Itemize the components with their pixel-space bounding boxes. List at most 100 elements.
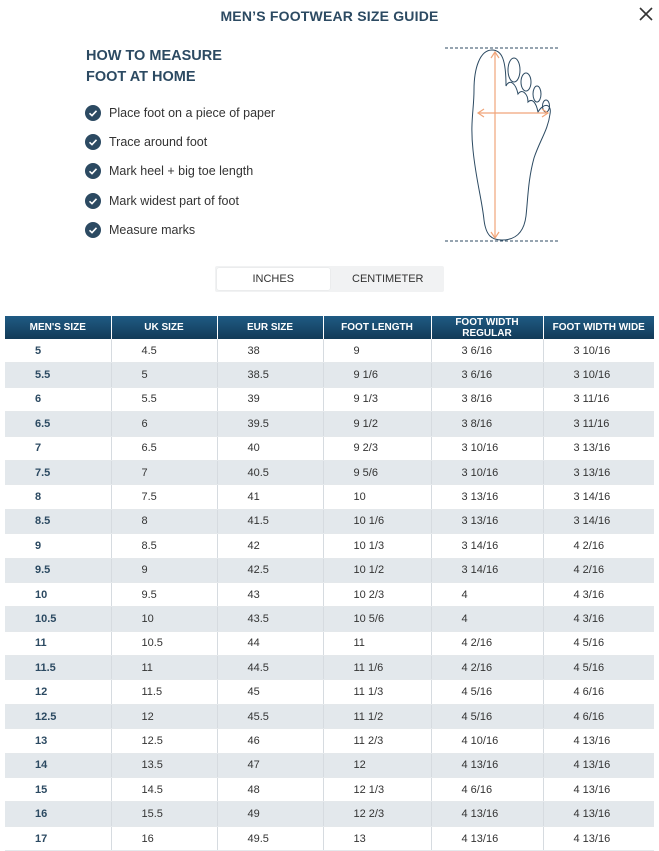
table-cell: 9.5 [111,582,218,608]
table-cell: 3 13/16 [543,436,654,461]
table-cell: 40 [217,436,324,461]
close-icon [639,7,653,21]
table-cell: 4 6/16 [543,704,654,730]
mens-size-cell: 6.5 [5,411,112,437]
table-cell: 4 2/16 [431,655,544,681]
table-cell: 3 14/16 [543,484,654,510]
mens-size-cell: 8 [5,484,112,510]
column-header: FOOT WIDTH REGULAR [431,316,544,339]
table-cell: 4 6/16 [543,679,654,705]
table-row: 8 7.5 41 10 3 13/16 3 14/16 [5,484,654,510]
table-cell: 9 1/6 [323,362,432,388]
table-cell: 38 [217,339,324,364]
table-row: 8.5 8 41.5 10 1/6 3 13/16 3 14/16 [5,509,654,535]
mens-size-cell: 13 [5,728,112,754]
table-cell: 12 2/3 [323,801,432,827]
check-circle-icon [85,163,101,180]
table-cell: 4 13/16 [543,777,654,803]
table-cell: 4 5/16 [431,679,544,705]
table-row: 9.5 9 42.5 10 1/2 3 14/16 4 2/16 [5,558,654,583]
table-cell: 49.5 [217,826,324,851]
table-cell: 3 6/16 [431,339,544,364]
table-row: 15 14.5 48 12 1/3 4 6/16 4 13/16 [5,777,654,803]
table-cell: 11 [111,655,218,681]
table-row: 11.5 11 44.5 11 1/6 4 2/16 4 5/16 [5,655,654,681]
table-cell: 39 [217,387,324,413]
table-cell: 8 [111,509,218,535]
table-cell: 4.5 [111,339,218,364]
table-cell: 5.5 [111,387,218,413]
table-cell: 44.5 [217,655,324,681]
table-cell: 45.5 [217,704,324,730]
column-header: MEN'S SIZE [5,316,112,339]
modal-title: MEN’S FOOTWEAR SIZE GUIDE [220,8,439,24]
table-cell: 4 13/16 [543,728,654,754]
mens-size-cell: 11 [5,631,112,657]
table-cell: 49 [217,801,324,827]
table-cell: 5 [111,362,218,388]
table-row: 10.5 10 43.5 10 5/6 4 4 3/16 [5,606,654,632]
table-cell: 4 [431,582,544,608]
table-cell: 3 11/16 [543,411,654,437]
table-cell: 4 13/16 [543,826,654,851]
table-cell: 13 [323,826,432,851]
mens-size-cell: 5.5 [5,362,112,388]
table-cell: 16 [111,826,218,851]
mens-size-cell: 17 [5,826,112,851]
table-cell: 10 2/3 [323,582,432,608]
table-cell: 42 [217,533,324,559]
tab-inches[interactable]: INCHES [217,268,330,290]
measure-step-text: Measure marks [109,222,196,237]
table-cell: 11 [323,631,432,657]
check-circle-icon [85,192,101,209]
table-row: 7.5 7 40.5 9 5/6 3 10/16 3 13/16 [5,460,654,486]
tab-centimeter[interactable]: CENTIMETER [352,273,424,285]
table-cell: 4 13/16 [543,753,654,779]
table-cell: 3 11/16 [543,387,654,413]
table-cell: 4 2/16 [543,533,654,559]
mens-size-cell: 15 [5,777,112,803]
column-header: FOOT LENGTH [323,316,432,339]
table-cell: 12 1/3 [323,777,432,803]
table-cell: 15.5 [111,801,218,827]
measure-step: Place foot on a piece of paper [85,98,275,127]
table-cell: 45 [217,679,324,705]
table-cell: 48 [217,777,324,803]
table-row: 10 9.5 43 10 2/3 4 4 3/16 [5,582,654,608]
table-cell: 4 13/16 [431,801,544,827]
mens-size-cell: 14 [5,753,112,779]
table-row: 14 13.5 47 12 4 13/16 4 13/16 [5,753,654,779]
table-cell: 3 6/16 [431,362,544,388]
table-cell: 10 1/2 [323,558,432,583]
unit-toggle: INCHES CENTIMETER [215,266,444,292]
table-cell: 4 13/16 [543,801,654,827]
measure-heading: HOW TO MEASURE FOOT AT HOME [86,46,222,88]
table-cell: 6.5 [111,436,218,461]
table-cell: 4 3/16 [543,582,654,608]
measure-step: Mark heel + big toe length [85,157,275,186]
table-cell: 42.5 [217,558,324,583]
measure-step: Mark widest part of foot [85,186,275,215]
close-button[interactable] [636,5,656,25]
check-circle-icon [85,104,101,121]
table-cell: 44 [217,631,324,657]
table-cell: 3 13/16 [543,460,654,486]
table-cell: 3 14/16 [431,533,544,559]
table-cell: 3 10/16 [543,362,654,388]
table-cell: 39.5 [217,411,324,437]
table-cell: 11 1/3 [323,679,432,705]
table-cell: 9 [323,339,432,364]
table-cell: 43 [217,582,324,608]
table-cell: 4 6/16 [431,777,544,803]
table-cell: 10 [111,606,218,632]
column-header: UK SIZE [111,316,218,339]
table-row: 6 5.5 39 9 1/3 3 8/16 3 11/16 [5,387,654,413]
measure-step-text: Place foot on a piece of paper [109,105,276,120]
table-cell: 9 1/3 [323,387,432,413]
table-cell: 10.5 [111,631,218,657]
table-row: 11 10.5 44 11 4 2/16 4 5/16 [5,631,654,657]
table-row: 13 12.5 46 11 2/3 4 10/16 4 13/16 [5,728,654,754]
table-row: 9 8.5 42 10 1/3 3 14/16 4 2/16 [5,533,654,559]
mens-size-cell: 10 [5,582,112,608]
table-row: 5 4.5 38 9 3 6/16 3 10/16 [5,339,654,364]
